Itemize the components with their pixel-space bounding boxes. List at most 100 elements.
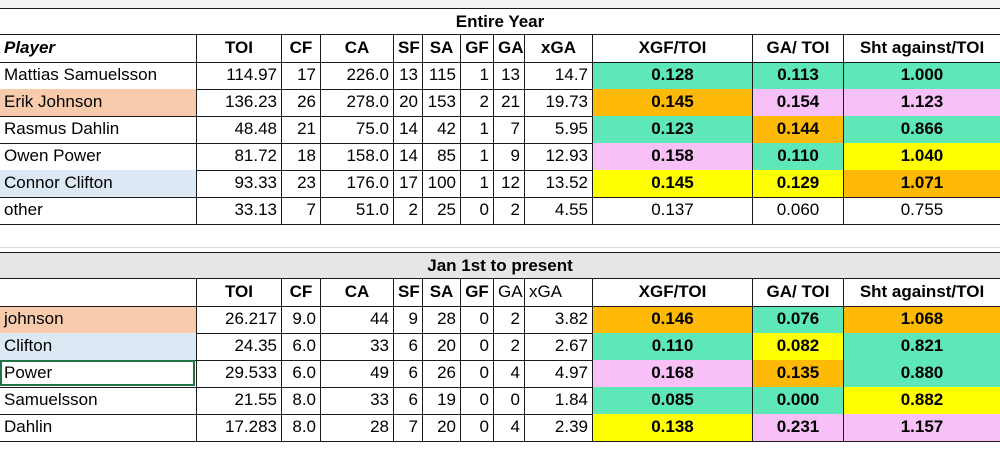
cell-toi: 136.23 bbox=[196, 89, 281, 116]
cell-gf: 1 bbox=[460, 143, 493, 170]
cell-gf: 0 bbox=[460, 414, 493, 441]
cell-ga: 13 bbox=[493, 62, 524, 89]
header-border bbox=[0, 306, 1000, 307]
cell-xgf-toi: 0.145 bbox=[592, 89, 752, 116]
cell-ga-toi: 0.082 bbox=[752, 333, 843, 360]
cell-toi: 26.217 bbox=[196, 306, 281, 333]
cell-sa: 85 bbox=[422, 143, 460, 170]
cell-ca: 28 bbox=[320, 414, 393, 441]
cell-gf: 1 bbox=[460, 116, 493, 143]
cell-sht-against-toi: 0.755 bbox=[843, 197, 1000, 224]
cell-xgf-toi: 0.137 bbox=[592, 197, 752, 224]
cell-sa: 26 bbox=[422, 360, 460, 387]
cell-sf: 2 bbox=[393, 197, 422, 224]
cell-xga: 2.67 bbox=[524, 333, 592, 360]
player-name: Power bbox=[4, 363, 53, 382]
header-ga: GA bbox=[493, 35, 524, 62]
header-xgf-toi: XGF/TOI bbox=[592, 35, 752, 62]
cell-gf: 2 bbox=[460, 89, 493, 116]
cell-sf: 6 bbox=[393, 333, 422, 360]
cell-xgf-toi: 0.085 bbox=[592, 387, 752, 414]
cell-ga-toi: 0.110 bbox=[752, 143, 843, 170]
cell-toi: 21.55 bbox=[196, 387, 281, 414]
cell-cf: 6.0 bbox=[281, 333, 320, 360]
cell-ga: 21 bbox=[493, 89, 524, 116]
cell-ca: 158.0 bbox=[320, 143, 393, 170]
cell-gf: 1 bbox=[460, 170, 493, 197]
header-cf: CF bbox=[281, 279, 320, 306]
header-xga: xGA bbox=[524, 279, 592, 306]
cell-xgf-toi: 0.146 bbox=[592, 306, 752, 333]
cell-ga: 2 bbox=[493, 333, 524, 360]
cell-ga: 2 bbox=[493, 306, 524, 333]
cell-cf: 21 bbox=[281, 116, 320, 143]
cell-toi: 114.97 bbox=[196, 62, 281, 89]
cell-sht-against-toi: 0.821 bbox=[843, 333, 1000, 360]
cell-xgf-toi: 0.110 bbox=[592, 333, 752, 360]
player-name: Clifton bbox=[0, 333, 196, 360]
cell-xga: 4.55 bbox=[524, 197, 592, 224]
cell-xga: 1.84 bbox=[524, 387, 592, 414]
cell-ca: 33 bbox=[320, 387, 393, 414]
player-name: Owen Power bbox=[4, 146, 102, 165]
player-name: other bbox=[4, 200, 43, 219]
cell-toi: 81.72 bbox=[196, 143, 281, 170]
section-title: Jan 1st to present bbox=[0, 252, 1000, 279]
cell-ga: 9 bbox=[493, 143, 524, 170]
cell-ga-toi: 0.000 bbox=[752, 387, 843, 414]
header-sht-against-toi: Sht against/TOI bbox=[843, 279, 1000, 306]
cell-sf: 6 bbox=[393, 387, 422, 414]
cell-cf: 7 bbox=[281, 197, 320, 224]
row-border bbox=[0, 89, 1000, 90]
cell-xgf-toi: 0.145 bbox=[592, 170, 752, 197]
player-name: johnson bbox=[0, 306, 196, 333]
cell-xgf-toi: 0.168 bbox=[592, 360, 752, 387]
cell-sf: 13 bbox=[393, 62, 422, 89]
cell-ca: 49 bbox=[320, 360, 393, 387]
section-title: Entire Year bbox=[0, 8, 1000, 35]
cell-ca: 176.0 bbox=[320, 170, 393, 197]
cell-toi: 24.35 bbox=[196, 333, 281, 360]
cell-sht-against-toi: 1.157 bbox=[843, 414, 1000, 441]
cell-sa: 20 bbox=[422, 414, 460, 441]
cell-sa: 25 bbox=[422, 197, 460, 224]
cell-xgf-toi: 0.128 bbox=[592, 62, 752, 89]
cell-ca: 33 bbox=[320, 333, 393, 360]
header-ga-toi: GA/ TOI bbox=[752, 279, 843, 306]
cell-sa: 19 bbox=[422, 387, 460, 414]
header-sht-against-toi: Sht against/TOI bbox=[843, 35, 1000, 62]
cell-ga-toi: 0.113 bbox=[752, 62, 843, 89]
cell-sa: 115 bbox=[422, 62, 460, 89]
cell-ca: 51.0 bbox=[320, 197, 393, 224]
cell-sa: 100 bbox=[422, 170, 460, 197]
header-ga: GA bbox=[493, 279, 524, 306]
cell-sht-against-toi: 1.123 bbox=[843, 89, 1000, 116]
row-border bbox=[0, 197, 1000, 198]
cell-gf: 0 bbox=[460, 333, 493, 360]
selected-cell-outline[interactable] bbox=[0, 360, 195, 386]
cell-ga-toi: 0.135 bbox=[752, 360, 843, 387]
cell-sht-against-toi: 1.000 bbox=[843, 62, 1000, 89]
header-ga-toi: GA/ TOI bbox=[752, 35, 843, 62]
cell-toi: 33.13 bbox=[196, 197, 281, 224]
cell-cf: 6.0 bbox=[281, 360, 320, 387]
cell-gf: 0 bbox=[460, 306, 493, 333]
cell-sf: 9 bbox=[393, 306, 422, 333]
cell-xga: 19.73 bbox=[524, 89, 592, 116]
cell-sht-against-toi: 1.068 bbox=[843, 306, 1000, 333]
header-toi: TOI bbox=[196, 279, 281, 306]
section-bottom-border bbox=[0, 441, 1000, 442]
cell-sf: 7 bbox=[393, 414, 422, 441]
cell-xgf-toi: 0.138 bbox=[592, 414, 752, 441]
cell-sht-against-toi: 1.071 bbox=[843, 170, 1000, 197]
cell-sa: 28 bbox=[422, 306, 460, 333]
cell-ca: 278.0 bbox=[320, 89, 393, 116]
player-name: Mattias Samuelsson bbox=[4, 65, 158, 84]
player-name: Erik Johnson bbox=[0, 89, 196, 116]
cell-cf: 18 bbox=[281, 143, 320, 170]
cell-toi: 93.33 bbox=[196, 170, 281, 197]
section-bottom-border bbox=[0, 224, 1000, 225]
row-border bbox=[0, 414, 1000, 415]
cell-sa: 153 bbox=[422, 89, 460, 116]
